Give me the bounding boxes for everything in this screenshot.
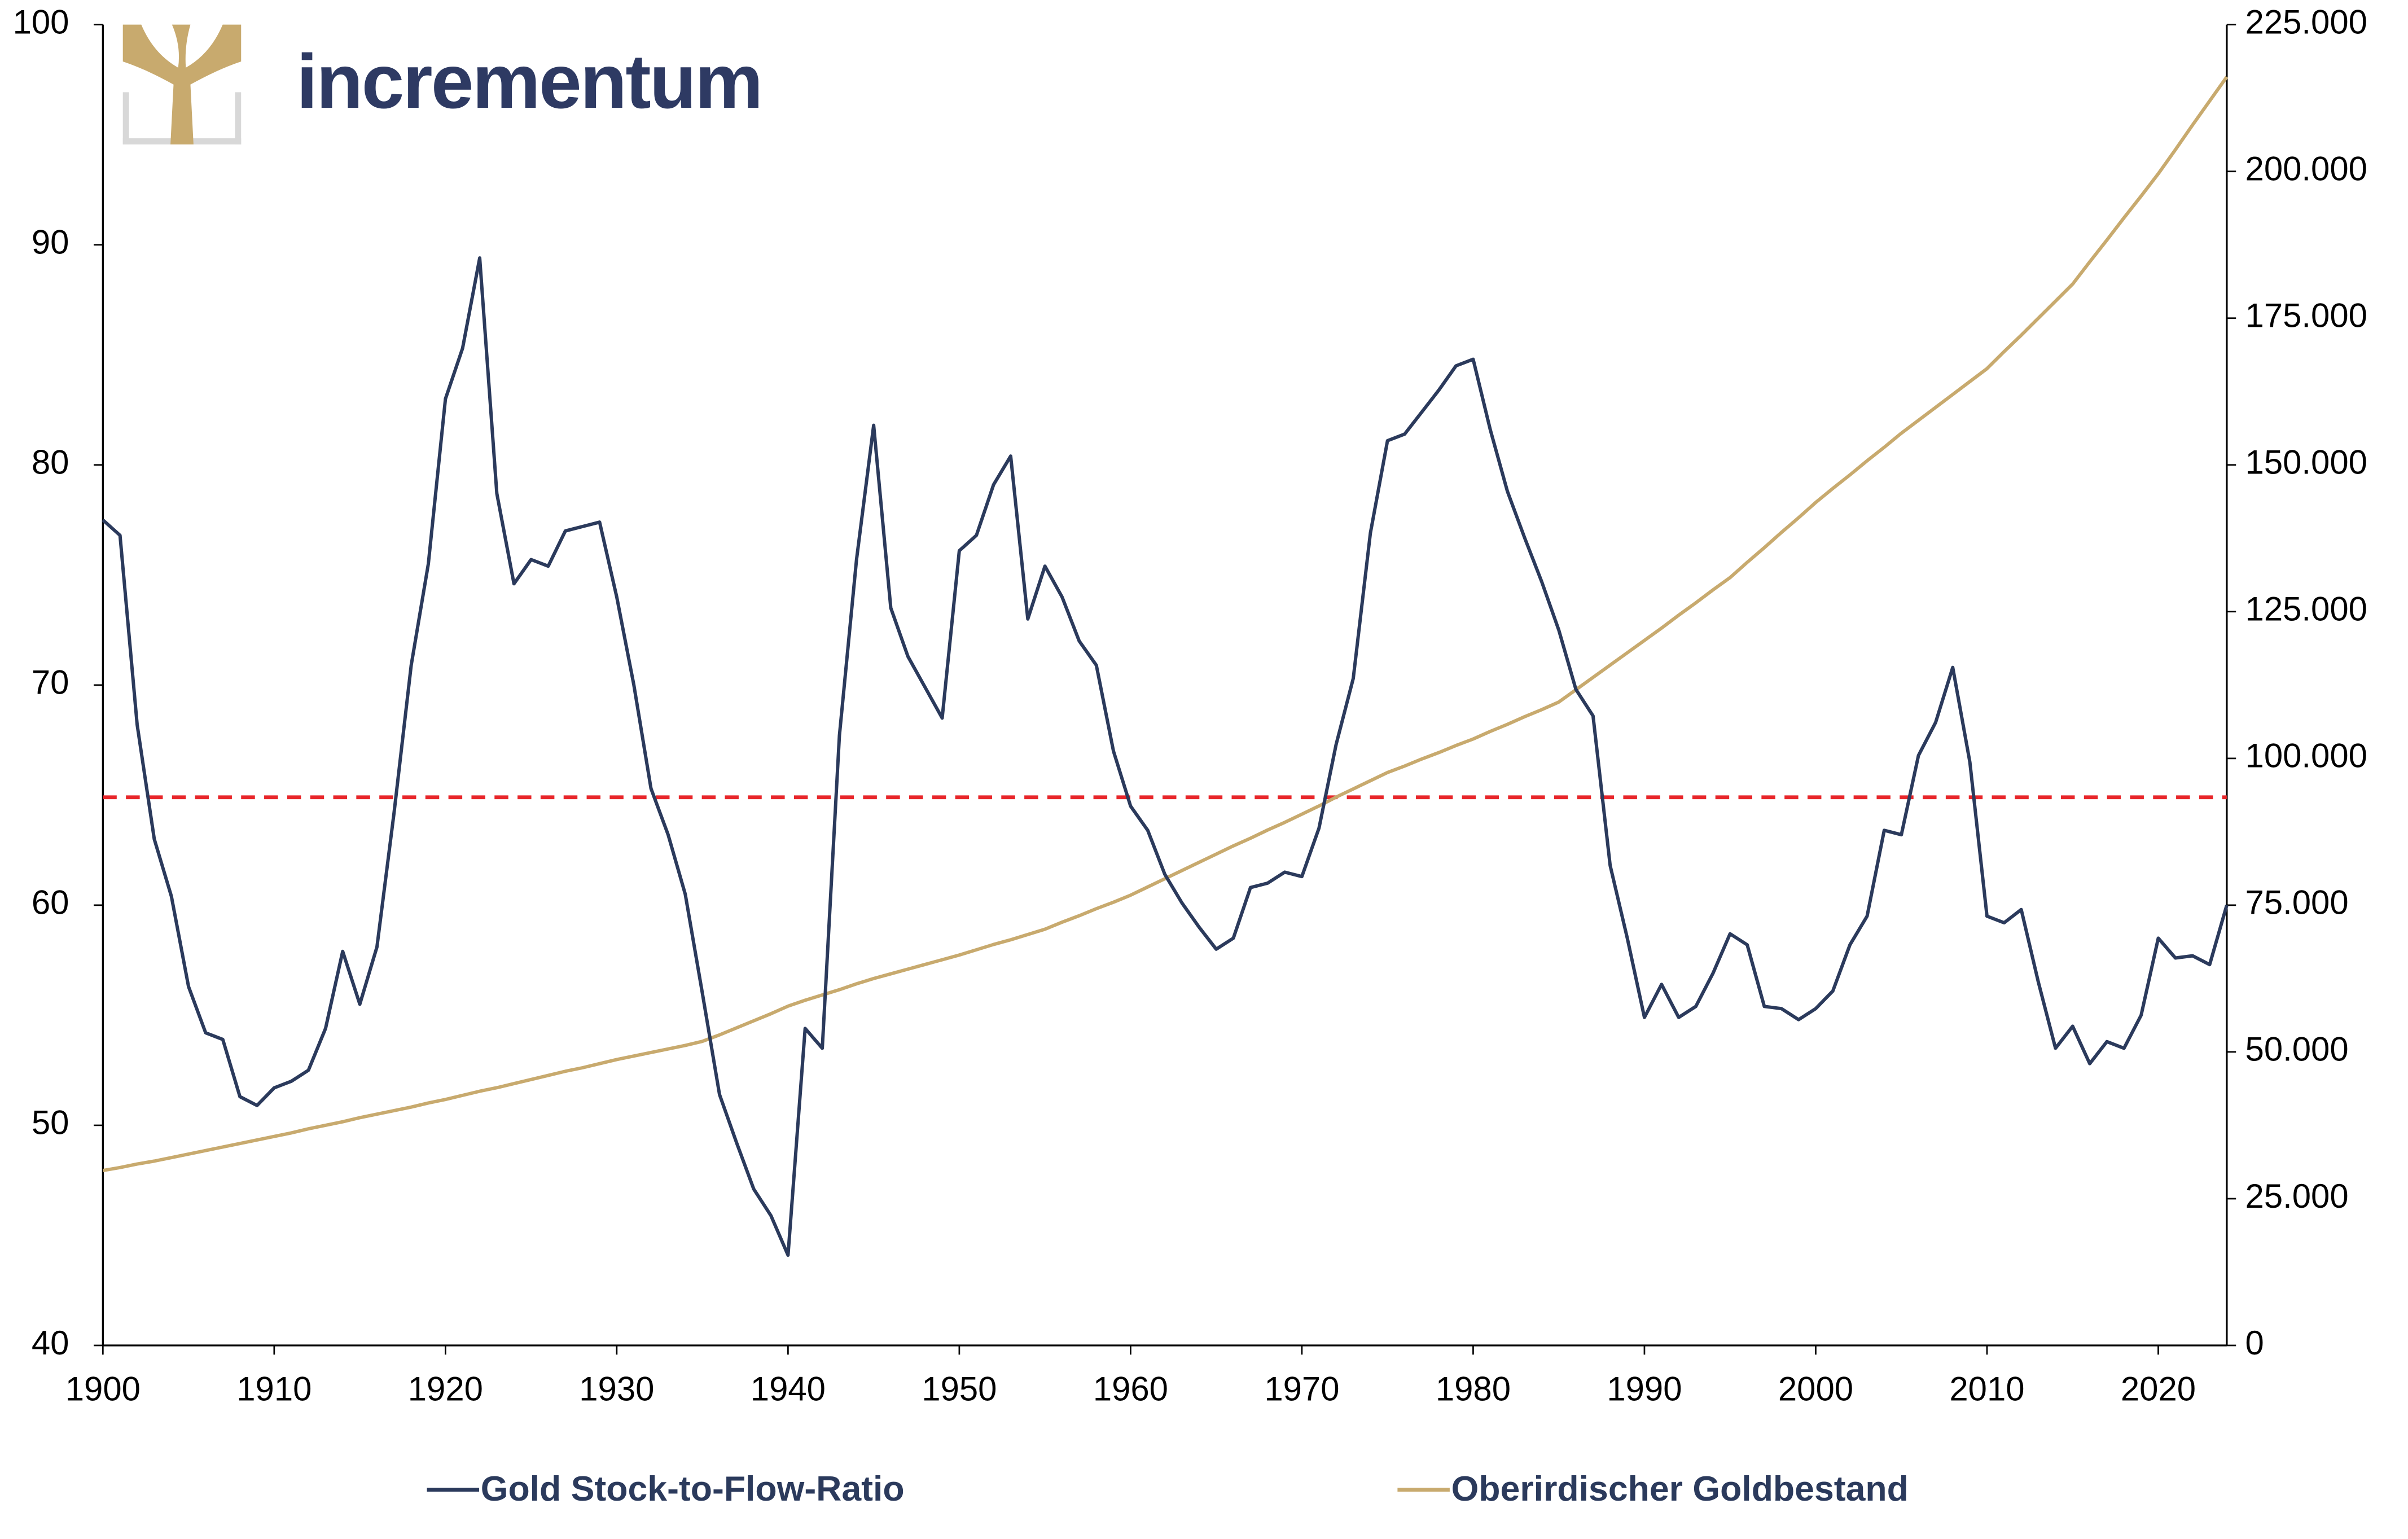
series-line bbox=[102, 256, 2229, 1257]
x-tick-label: 1960 bbox=[1093, 1370, 1168, 1408]
logo-text: incrementum bbox=[296, 38, 761, 124]
y2-tick-label: 50.000 bbox=[2245, 1031, 2349, 1068]
x-tick-label: 1920 bbox=[408, 1370, 483, 1408]
x-tick-label: 1970 bbox=[1264, 1370, 1339, 1408]
y2-tick-label: 0 bbox=[2245, 1324, 2264, 1362]
logo-frame bbox=[122, 92, 129, 144]
y2-tick-label: 100.000 bbox=[2245, 737, 2367, 775]
logo-tree bbox=[122, 24, 242, 144]
legend-label: Gold Stock-to-Flow-Ratio bbox=[481, 1469, 905, 1509]
x-tick-label: 1980 bbox=[1436, 1370, 1511, 1408]
y2-tick-label: 25.000 bbox=[2245, 1177, 2349, 1215]
series-line bbox=[102, 76, 2229, 1172]
y2-tick-label: 200.000 bbox=[2245, 150, 2367, 188]
x-tick-label: 1990 bbox=[1607, 1370, 1682, 1408]
y-tick-label: 70 bbox=[32, 664, 69, 701]
y-tick-label: 100 bbox=[13, 3, 69, 41]
y-tick-label: 50 bbox=[32, 1104, 69, 1142]
y-tick-label: 90 bbox=[32, 223, 69, 261]
y2-tick-label: 150.000 bbox=[2245, 444, 2367, 481]
x-tick-label: 1940 bbox=[751, 1370, 826, 1408]
x-tick-label: 2020 bbox=[2121, 1370, 2196, 1408]
x-tick-label: 1930 bbox=[579, 1370, 654, 1408]
y2-tick-label: 175.000 bbox=[2245, 297, 2367, 335]
y2-tick-label: 225.000 bbox=[2245, 3, 2367, 41]
y-tick-label: 60 bbox=[32, 884, 69, 922]
y2-tick-label: 75.000 bbox=[2245, 884, 2349, 922]
x-tick-label: 1900 bbox=[65, 1370, 141, 1408]
logo-frame bbox=[235, 92, 242, 144]
y-tick-label: 80 bbox=[32, 444, 69, 481]
x-tick-label: 2000 bbox=[1778, 1370, 1853, 1408]
y-tick-label: 40 bbox=[32, 1324, 69, 1362]
x-tick-label: 1950 bbox=[922, 1370, 997, 1408]
x-tick-label: 1910 bbox=[236, 1370, 312, 1408]
x-tick-label: 2010 bbox=[1949, 1370, 2024, 1408]
legend-label: Oberirdischer Goldbestand bbox=[1451, 1469, 1909, 1509]
y2-tick-label: 125.000 bbox=[2245, 590, 2367, 628]
logo-icon bbox=[122, 24, 242, 144]
